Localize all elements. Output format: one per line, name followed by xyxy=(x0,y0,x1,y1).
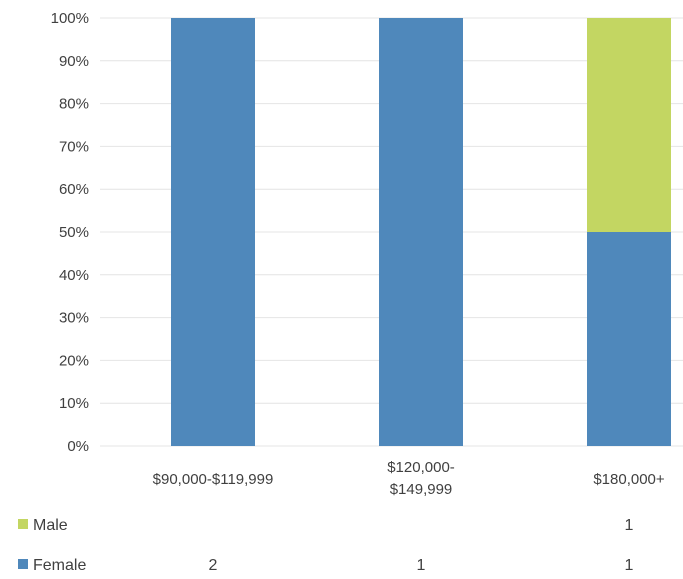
y-tick-label: 20% xyxy=(59,352,89,369)
x-category-label: $120,000- xyxy=(387,459,455,476)
data-table-value: 1 xyxy=(625,517,634,534)
data-table-value: 2 xyxy=(209,557,218,574)
y-tick-label: 30% xyxy=(59,310,89,327)
y-tick-label: 70% xyxy=(59,138,89,155)
y-tick-label: 0% xyxy=(67,438,89,455)
y-tick-label: 100% xyxy=(51,10,89,27)
data-table: Male 1 Female 2 1 1 xyxy=(18,517,634,574)
y-tick-label: 90% xyxy=(59,53,89,70)
x-category-label: $90,000-$119,999 xyxy=(153,471,274,488)
legend-swatch-female xyxy=(18,559,28,569)
y-tick-label: 10% xyxy=(59,395,89,412)
y-tick-label: 50% xyxy=(59,224,89,241)
x-axis: $90,000-$119,999 $120,000- $149,999 $180,00… xyxy=(153,459,665,498)
y-tick-label: 60% xyxy=(59,181,89,198)
data-table-value: 1 xyxy=(625,557,634,574)
bars xyxy=(171,18,671,446)
bar-male xyxy=(587,18,671,232)
data-table-value: 1 xyxy=(417,557,426,574)
legend-label-female: Female xyxy=(33,557,86,574)
bar-female xyxy=(171,18,255,446)
y-axis: 0% 10% 20% 30% 40% 50% 60% 70% 80% 90% 100% xyxy=(51,10,89,455)
legend-swatch-male xyxy=(18,519,28,529)
bar-female xyxy=(379,18,463,446)
x-category-label: $180,000+ xyxy=(593,471,665,488)
y-tick-label: 80% xyxy=(59,96,89,113)
legend-label-male: Male xyxy=(33,517,68,534)
bar-female xyxy=(587,232,671,446)
x-category-label: $149,999 xyxy=(390,481,453,498)
y-tick-label: 40% xyxy=(59,267,89,284)
